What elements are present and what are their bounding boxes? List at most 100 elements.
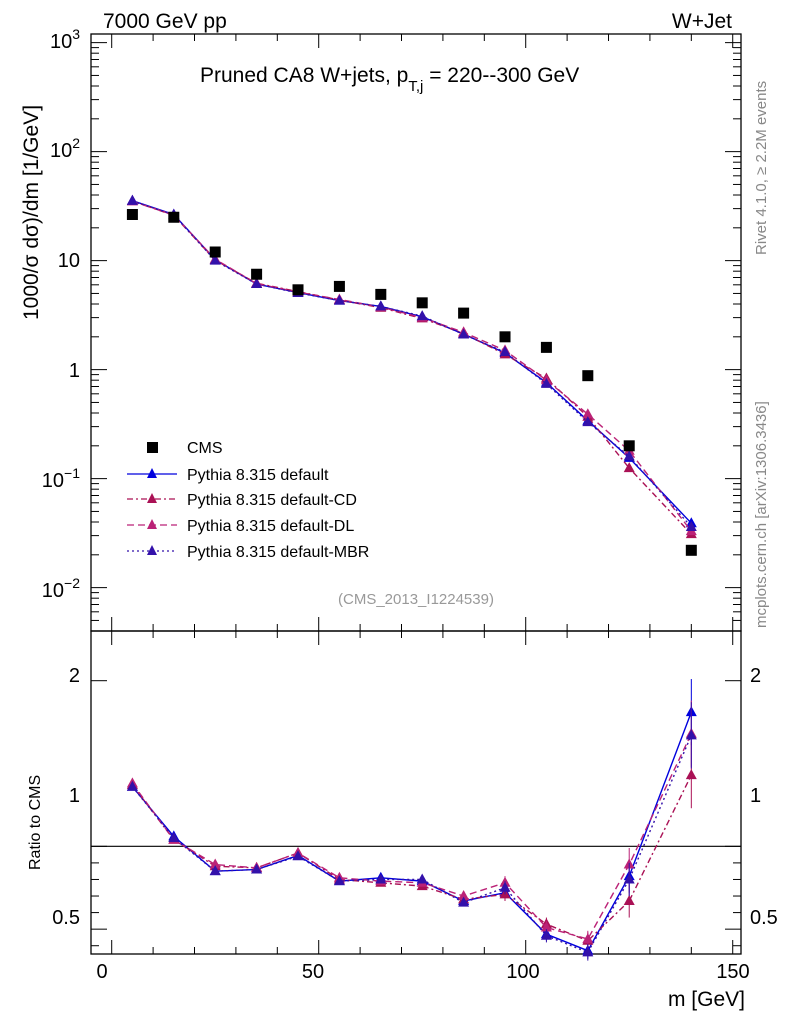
- data-point-cms: [499, 331, 511, 343]
- series-point-pythia-8-315-default-mbr: [375, 300, 387, 311]
- data-point-cms: [209, 246, 221, 258]
- main-plot-frame: [90, 33, 742, 632]
- series-point-pythia-8-315-default-dl: [582, 408, 594, 419]
- ratio-point-pythia-8-315-default-cd: [685, 769, 697, 780]
- ratio-point-pythia-8-315-default-mbr: [168, 832, 180, 843]
- ratio-point-pythia-8-315-default-mbr: [623, 873, 635, 884]
- chart-title-subscript: T,j: [408, 78, 423, 95]
- ratio-point-pythia-8-315-default-dl: [458, 890, 470, 901]
- series-point-pythia-8-315-default-mbr: [126, 194, 138, 205]
- ratio-point-pythia-8-315-default-mbr: [685, 729, 697, 740]
- legend-label-cd: Pythia 8.315 default-CD: [187, 492, 357, 509]
- data-point-cms: [375, 288, 387, 300]
- ratio-tick-label-1-right: 1: [750, 785, 761, 807]
- chart-title-main: Pruned CA8 W+jets, p: [200, 64, 408, 87]
- ratio-point-pythia-8-315-default-mbr: [126, 780, 138, 791]
- series-point-pythia-8-315-default-mbr: [251, 278, 263, 289]
- legend-marker-dl: [147, 519, 157, 529]
- series-point-pythia-8-315-default-mbr: [685, 520, 697, 531]
- ratio-line-pythia-8-315-default-cd: [131, 774, 692, 942]
- energy-label: 7000 GeV pp: [103, 10, 227, 33]
- axis-ticks: [91, 34, 741, 954]
- rivet-label: Rivet 4.1.0, ≥ 2.2M events: [753, 81, 770, 255]
- y-tick-label-1000: 103: [50, 26, 80, 53]
- ratio-tick-label-0.5-right: 0.5: [750, 907, 778, 929]
- y-axis-label: 1000/σ dσ)/dm [1/GeV]: [20, 105, 43, 320]
- ratio-y-axis-label: Ratio to CMS: [27, 775, 44, 870]
- x-tick-label-100: 100: [506, 961, 539, 983]
- data-point-cms: [416, 297, 428, 309]
- ratio-point-pythia-8-315-default-mbr: [582, 946, 594, 957]
- y-tick-label-100: 102: [50, 135, 80, 162]
- data-point-cms: [685, 544, 697, 556]
- legend-marker-cd: [147, 493, 157, 503]
- series-line-pythia-8-315-default-dl: [132, 200, 692, 532]
- ratio-line-pythia-8-315-default-mbr: [131, 735, 692, 954]
- ratio-series-layer: [126, 679, 697, 961]
- ratio-point-pythia-8-315-default-mbr: [499, 881, 511, 892]
- ratio-point-pythia-8-315-default-dl: [582, 933, 594, 944]
- y-tick-label-10: 10: [58, 250, 80, 272]
- ratio-tick-label-1-left: 1: [69, 785, 80, 807]
- series-point-pythia-8-315-default-mbr: [623, 450, 635, 461]
- chart-title: Pruned CA8 W+jets, pT,j = 220--300 GeV: [200, 64, 579, 95]
- legend-label-cms: CMS: [187, 440, 223, 457]
- ratio-tick-labels: 2 1 0.5 2 1 0.5: [52, 665, 778, 929]
- x-tick-labels: 0 50 100 150: [96, 961, 749, 983]
- ratio-line-pythia-8-315-default: [131, 711, 692, 952]
- ratio-plot-frame: [90, 630, 742, 955]
- legend-marker-default: [147, 468, 157, 478]
- data-point-cms: [458, 307, 470, 319]
- ratio-point-pythia-8-315-default-dl: [540, 921, 552, 932]
- x-tick-label-0: 0: [96, 961, 107, 983]
- series-point-pythia-8-315-default-mbr: [416, 310, 428, 321]
- y-tick-labels: 103 102 10 1 10−1 10−2: [42, 26, 80, 602]
- ratio-point-pythia-8-315-default-mbr: [375, 873, 387, 884]
- legend-label-default: Pythia 8.315 default: [187, 467, 329, 484]
- series-point-pythia-8-315-default-mbr: [540, 377, 552, 388]
- legend-label-mbr: Pythia 8.315 default-MBR: [187, 544, 369, 561]
- data-point-cms: [623, 440, 635, 452]
- x-axis-label: m [GeV]: [668, 988, 745, 1011]
- y-tick-label-1: 1: [69, 360, 80, 382]
- ratio-point-pythia-8-315-default-mbr: [540, 929, 552, 940]
- series-point-pythia-8-315-default-mbr: [333, 294, 345, 305]
- ratio-line-pythia-8-315-default-dl: [131, 733, 692, 940]
- x-tick-label-150: 150: [716, 961, 749, 983]
- series-point-pythia-8-315-default-mbr: [458, 328, 470, 339]
- data-point-cms: [251, 268, 263, 280]
- series-point-pythia-8-315-default-mbr: [582, 416, 594, 427]
- series-point-pythia-8-315-default-mbr: [209, 254, 221, 265]
- process-label: W+Jet: [672, 10, 732, 33]
- ratio-tick-label-0.5-left: 0.5: [52, 907, 80, 929]
- legend-marker-mbr: [147, 545, 157, 555]
- ratio-point-pythia-8-315-default-dl: [209, 858, 221, 869]
- main-series-layer: [126, 194, 697, 556]
- series-point-pythia-8-315-default-mbr: [499, 346, 511, 357]
- ratio-point-pythia-8-315-default-cd: [623, 894, 635, 905]
- ratio-point-pythia-8-315-default-mbr: [416, 873, 428, 884]
- ratio-point-pythia-8-315-default-mbr: [251, 863, 263, 874]
- ratio-tick-label-2-left: 2: [69, 665, 80, 687]
- y-tick-label-0.01: 10−2: [42, 575, 80, 602]
- chart-title-tail: = 220--300 GeV: [423, 64, 579, 87]
- data-point-cms: [582, 370, 594, 382]
- ratio-point-pythia-8-315-default-mbr: [292, 850, 304, 861]
- x-tick-label-50: 50: [302, 961, 324, 983]
- ratio-tick-label-2-right: 2: [750, 665, 761, 687]
- ratio-point-pythia-8-315-default-mbr: [209, 865, 221, 876]
- y-tick-label-0.1: 10−1: [42, 465, 80, 492]
- data-point-cms: [126, 208, 138, 220]
- series-line-pythia-8-315-default-mbr: [132, 200, 692, 528]
- ratio-point-pythia-8-315-default-mbr: [458, 896, 470, 907]
- series-point-pythia-8-315-default-cd: [623, 462, 635, 473]
- data-point-cms: [168, 211, 180, 223]
- legend-marker-cms: [147, 442, 158, 453]
- legend-label-dl: Pythia 8.315 default-DL: [187, 518, 354, 535]
- analysis-tag: (CMS_2013_I1224539): [338, 591, 494, 608]
- ratio-point-pythia-8-315-default-mbr: [333, 875, 345, 886]
- legend: CMS Pythia 8.315 default Pythia 8.315 de…: [127, 440, 369, 561]
- data-point-cms: [540, 341, 552, 353]
